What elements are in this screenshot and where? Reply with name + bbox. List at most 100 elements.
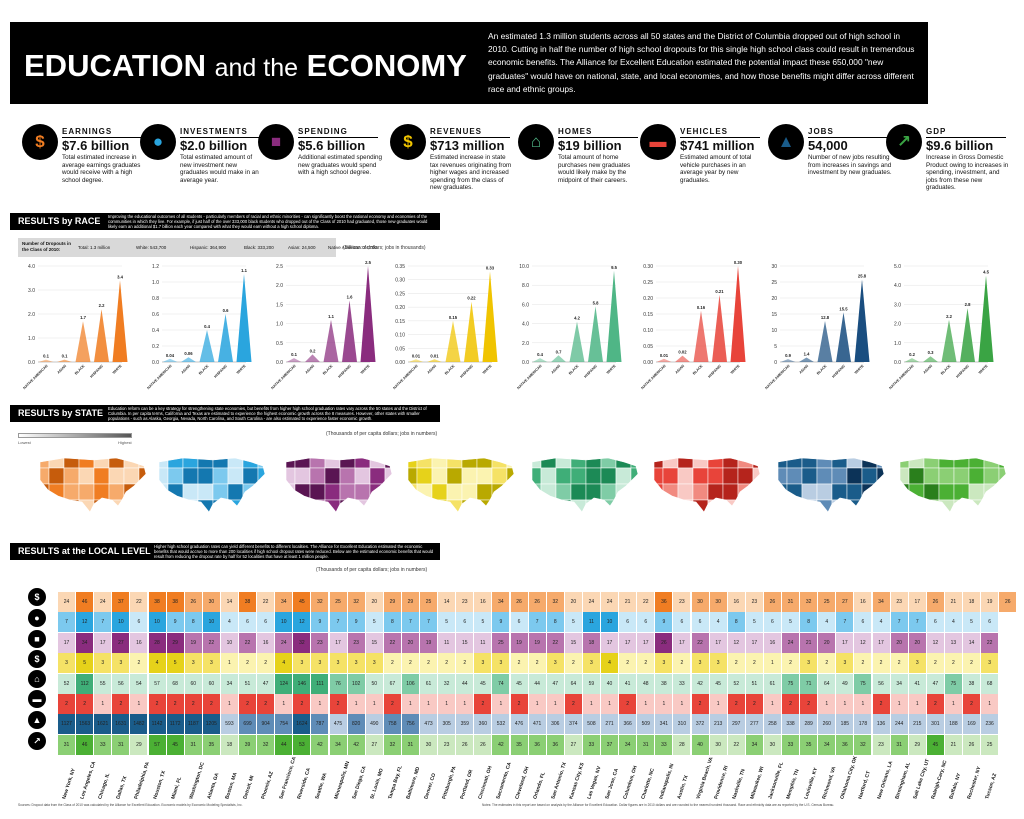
table-cell: 306 xyxy=(546,714,565,735)
city-label: San Diego, CA xyxy=(351,760,371,800)
table-cell: 9 xyxy=(655,612,674,633)
table-cell: 102 xyxy=(347,673,366,694)
city-name: Houston, TX xyxy=(151,770,167,800)
table-cell: 35 xyxy=(800,734,819,755)
us-map-svg xyxy=(158,457,266,513)
table-cell: 36 xyxy=(546,734,565,755)
table-cell: 7 xyxy=(94,612,113,633)
table-cell: 38 xyxy=(239,592,258,612)
city-name: Columbus, OH xyxy=(622,765,639,800)
table-cell: 32 xyxy=(383,734,402,755)
table-cell: 38 xyxy=(166,592,185,612)
table-cell: 9 xyxy=(492,612,511,633)
city-label: Hartford, CT xyxy=(858,760,877,800)
city-label: Pittsburgh, PA xyxy=(441,760,461,800)
city-label: Salt Lake City, UT xyxy=(912,758,932,800)
y-tick-label: 0.05 xyxy=(643,344,653,350)
table-cell: 5 xyxy=(438,612,457,633)
dollar-icon: $ xyxy=(390,124,426,160)
state-region xyxy=(309,467,326,485)
state-region xyxy=(461,483,478,501)
city-name: Charlotte, NC xyxy=(640,767,657,800)
city-label: Virginia Beach, VA xyxy=(695,756,715,800)
city-name: Orlando, FL xyxy=(531,771,547,800)
city-name: Seattle, WA xyxy=(314,772,329,800)
table-cell: 23 xyxy=(438,734,457,755)
data-label: 2.2 xyxy=(99,303,105,308)
city-label: Philadelphia, PA xyxy=(134,760,153,800)
state-region xyxy=(431,467,448,485)
state-region xyxy=(159,499,169,512)
metric-label: GDP xyxy=(926,127,947,136)
state-region xyxy=(846,467,863,485)
race-peak-white xyxy=(482,271,498,362)
metric-rule xyxy=(430,137,510,138)
table-cell: 34 xyxy=(220,673,239,694)
table-cell: 20 xyxy=(890,632,909,653)
table-cell: 3 xyxy=(112,653,131,674)
table-cell: 2 xyxy=(564,694,583,714)
table-cell: 8 xyxy=(800,612,819,633)
table-cell: 46 xyxy=(76,592,95,612)
table-cell: 22 xyxy=(383,632,402,653)
state-region xyxy=(555,483,572,501)
table-cell: 2 xyxy=(239,653,258,674)
data-label: 0.33 xyxy=(486,265,495,270)
y-tick-label: 4.0 xyxy=(28,264,35,270)
us-map-svg xyxy=(653,457,761,513)
table-cell: 112 xyxy=(76,673,95,694)
city-name: Philadelphia, PA xyxy=(133,761,152,800)
metric-vehicles: ▬ VEHICLES $741 million Estimated amount of… xyxy=(640,122,762,206)
table-cell: 1 xyxy=(673,694,692,714)
table-cell: 2 xyxy=(383,694,402,714)
metric-spending: ■ SPENDING $5.6 billion Additional estimate… xyxy=(258,122,382,206)
table-cell: 23 xyxy=(673,592,692,612)
data-label: 12.8 xyxy=(821,315,830,320)
car-icon: ▬ xyxy=(640,124,676,160)
state-region xyxy=(108,499,125,512)
state-region xyxy=(48,467,65,485)
race-peak-native-american xyxy=(286,358,302,362)
state-region xyxy=(532,458,542,469)
table-cell: 11 xyxy=(474,632,493,653)
y-tick-label: 1.0 xyxy=(894,341,901,347)
table-cell: 31 xyxy=(58,734,77,755)
table-cell: 38 xyxy=(148,592,167,612)
state-region xyxy=(63,467,80,485)
city-name: Sacramento, CA xyxy=(495,761,514,800)
table-cell: 26 xyxy=(184,592,203,612)
table-cell: 35 xyxy=(202,734,221,755)
y-tick-label: 10 xyxy=(771,328,777,334)
table-cell: 3 xyxy=(184,653,203,674)
table-cell: 1621 xyxy=(94,714,113,735)
race-peak-white xyxy=(978,275,994,362)
state-region xyxy=(654,483,664,501)
metric-homes: ⌂ HOMES $19 billion Total amount of home pu… xyxy=(518,122,640,206)
table-cell: 17 xyxy=(908,592,927,612)
table-cell: 17 xyxy=(329,632,348,653)
metric-gdp: ↗ GDP $9.6 billion Increase in Gross Domest… xyxy=(886,122,1008,206)
state-region xyxy=(416,499,433,512)
state-region xyxy=(309,483,326,501)
state-region xyxy=(227,458,244,469)
city-label: Tampa Bay, FL xyxy=(387,760,407,800)
race-peak-black xyxy=(817,321,833,362)
data-label: 0.9 xyxy=(785,353,791,358)
state-region xyxy=(861,467,878,485)
city-label: Dallas, TX xyxy=(116,760,135,800)
table-cell: 6 xyxy=(130,612,149,633)
table-cell: 2 xyxy=(401,653,420,674)
table-cell: 1563 xyxy=(76,714,95,735)
metric-value: $2.0 billion xyxy=(180,138,248,153)
table-cell: 17 xyxy=(673,632,692,653)
x-tick-label: BLACK xyxy=(444,364,456,376)
table-cell: 29 xyxy=(383,592,402,612)
table-cell: 30 xyxy=(420,734,439,755)
state-region xyxy=(476,458,493,469)
table-cell: 29 xyxy=(130,734,149,755)
table-cell: 56 xyxy=(112,673,131,694)
piggy-bank-icon: ● xyxy=(140,124,176,160)
race-chart-vehicles: 0.00 0.05 0.10 0.15 0.20 0.25 0.30 0.01 NATIVE A… xyxy=(636,260,746,408)
city-label: Orlando, FL xyxy=(532,760,552,800)
city-name: Detroit, MI xyxy=(242,774,256,800)
